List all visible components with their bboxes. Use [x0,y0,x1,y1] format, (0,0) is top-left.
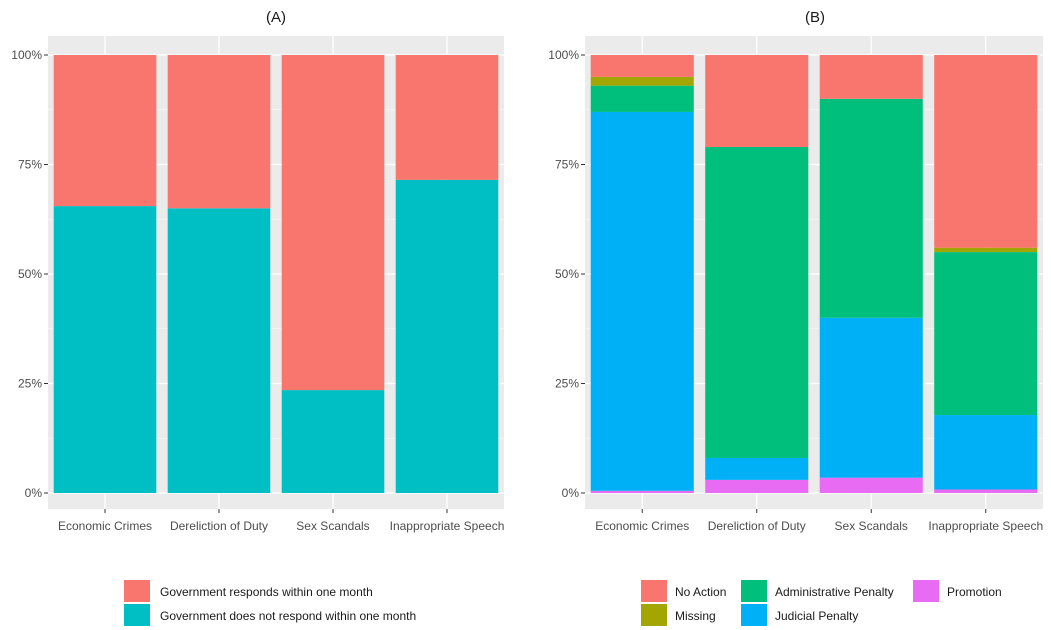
x-tick-label: Sex Scandals [835,519,908,533]
legend-label: Judicial Penalty [775,609,858,623]
y-tick-label: 50% [18,267,42,281]
x-tick-label: Sex Scandals [296,519,369,533]
legend-label: Government does not respond within one m… [160,609,416,623]
bar-segment-no-action [819,55,923,99]
bar-segment-administrative-penalty [590,85,694,112]
legend-swatch [124,580,150,602]
bar-segment-government-does-not-respond-within-one-month [167,208,271,494]
y-tick-label: 100% [548,48,579,62]
bar-segment-government-responds-within-one-month [281,55,385,391]
bar-segment-government-responds-within-one-month [167,55,271,209]
bar-segment-missing [934,247,1038,253]
bar-segment-judicial-penalty [934,415,1038,490]
legend-swatch [741,604,767,626]
bar-segment-judicial-penalty [590,111,694,491]
bar-segment-government-responds-within-one-month [395,55,499,180]
bar-segment-government-does-not-respond-within-one-month [395,179,499,493]
legend-label: Administrative Penalty [775,585,894,599]
y-tick-label: 25% [555,377,579,391]
y-tick-label: 75% [18,158,42,172]
bar-segment-government-responds-within-one-month [53,55,157,207]
bar-segment-promotion [705,479,809,493]
y-tick-label: 0% [25,486,43,500]
legend-label: Promotion [947,585,1002,599]
x-tick-label: Inappropriate Speech [928,519,1043,533]
bar-segment-promotion [590,490,694,493]
panel-a: 0% 25% 50% 75% 100% Economic Crimes Derelictio… [11,9,504,626]
x-tick-label: Economic Crimes [58,519,152,533]
x-tick-label: Dereliction of Duty [708,519,806,533]
bar-segment-promotion [819,477,923,493]
bar-segment-administrative-penalty [934,252,1038,416]
chart-title: (B) [805,9,825,26]
chart-title: (A) [266,9,286,26]
legend-swatch [741,580,767,602]
y-tick-label: 0% [562,486,580,500]
bar-segment-administrative-penalty [819,98,923,318]
bar-segment-government-does-not-respond-within-one-month [281,390,385,493]
legend-label: Missing [675,609,716,623]
legend-label: No Action [675,585,726,599]
bar-segment-judicial-penalty [819,317,923,478]
panel-b: 0% 25% 50% 75% 100% Economic Crimes Derelictio… [548,9,1043,626]
bar-segment-promotion [934,489,1038,493]
legend-label: Government responds within one month [160,585,373,599]
bar-segment-government-does-not-respond-within-one-month [53,206,157,494]
legend-swatch [641,580,667,602]
legend-swatch [913,580,939,602]
legend-swatch [641,604,667,626]
y-tick-label: 50% [555,267,579,281]
bar-segment-missing [590,76,694,86]
y-tick-label: 25% [18,377,42,391]
bar-segment-no-action [934,55,1038,248]
y-tick-label: 100% [11,48,42,62]
bar-segment-no-action [590,55,694,77]
y-tick-label: 75% [555,158,579,172]
x-tick-label: Economic Crimes [595,519,689,533]
x-tick-label: Inappropriate Speech [390,519,505,533]
bar-segment-administrative-penalty [705,146,809,458]
bar-segment-no-action [705,55,809,147]
x-tick-label: Dereliction of Duty [170,519,268,533]
bar-segment-judicial-penalty [705,457,809,480]
legend-swatch [124,604,150,626]
